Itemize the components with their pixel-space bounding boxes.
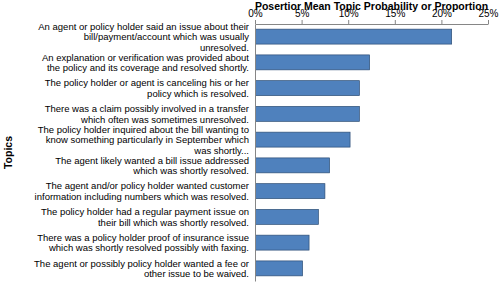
y-tick-label: There was a policy holder proof of insur… — [37, 232, 249, 254]
y-axis: An agent or policy holder said an issue … — [34, 21, 255, 282]
bar — [255, 106, 359, 121]
y-tick-label-line: An explanation or verification was provi… — [42, 52, 249, 63]
y-tick: The agent or possibly policy holder want… — [34, 258, 255, 280]
y-tick-label-line: other issue to be waived. — [144, 268, 249, 279]
y-tick: The policy holder inquired about the bil… — [38, 124, 255, 156]
y-tick-label: The policy holder or agent is canceling … — [45, 77, 249, 99]
plot: 0%5%10%15%20%25%An agent or policy holde… — [34, 8, 499, 282]
y-tick-label-line: The agent or possibly policy holder want… — [34, 258, 249, 269]
bar — [255, 235, 309, 250]
y-tick-label-line: The policy holder had a regular payment … — [41, 206, 249, 217]
x-tick-mark — [395, 20, 396, 24]
bar — [255, 55, 370, 70]
y-tick: An explanation or verification was provi… — [42, 52, 255, 73]
y-tick: The policy holder had a regular payment … — [41, 206, 255, 228]
bar — [255, 158, 330, 173]
bar — [255, 132, 350, 147]
y-tick: The agent likely wanted a bill issue add… — [55, 155, 255, 177]
y-tick-label: There was a claim possibly involved in a… — [45, 103, 249, 125]
y-tick: There was a claim possibly involved in a… — [45, 103, 255, 125]
x-tick-mark — [348, 20, 349, 24]
y-tick-label-line: The agent likely wanted a bill issue add… — [55, 155, 249, 166]
y-tick-label: The policy holder had a regular payment … — [41, 206, 249, 228]
y-axis-title: Topics — [2, 136, 14, 169]
y-tick-label-line: know something particularly in September… — [46, 134, 249, 145]
y-tick-label-line: The agent and/or policy holder wanted cu… — [46, 180, 249, 191]
chart: 0%5%10%15%20%25%An agent or policy holde… — [0, 0, 500, 287]
y-tick-label: An explanation or verification was provi… — [42, 52, 249, 73]
bar — [255, 29, 452, 44]
y-tick: There was a policy holder proof of insur… — [37, 232, 255, 254]
y-tick: An agent or policy holder said an issue … — [38, 21, 255, 53]
y-tick-label-line: policy which is resolved. — [147, 88, 249, 99]
bar — [255, 81, 359, 96]
y-tick-label-line: their bill which was shortly resolved. — [98, 217, 249, 228]
y-tick-label: An agent or policy holder said an issue … — [38, 21, 249, 53]
y-tick-label-line: An agent or policy holder said an issue … — [38, 21, 249, 32]
bar — [255, 184, 325, 199]
x-tick-mark — [255, 20, 256, 24]
chart-title: Posertior Mean Topic Probability or Prop… — [255, 0, 488, 12]
x-axis-line — [256, 24, 489, 25]
bar — [255, 209, 318, 224]
y-tick-label: The agent or possibly policy holder want… — [34, 258, 249, 280]
y-tick-label-line: There was a policy holder proof of insur… — [37, 232, 249, 243]
y-tick-label: The agent likely wanted a bill issue add… — [55, 155, 249, 177]
y-tick-label-line: bill/payment/account which was usually — [84, 31, 250, 42]
y-tick: The agent and/or policy holder wanted cu… — [35, 180, 255, 202]
x-tick-mark — [488, 20, 489, 24]
x-tick-mark — [302, 20, 303, 24]
bar — [255, 261, 303, 276]
y-axis-line — [255, 25, 256, 282]
y-tick-label-line: The policy holder inquired about the bil… — [38, 124, 249, 135]
y-tick-label-line: The policy holder or agent is canceling … — [45, 77, 249, 88]
y-tick: The policy holder or agent is canceling … — [45, 77, 255, 99]
x-tick-mark — [441, 20, 442, 24]
y-tick-label-line: which was shortly resolved. — [132, 165, 249, 176]
y-tick-label-line: which was shortly resolved possibly with… — [48, 242, 249, 253]
bars — [255, 29, 452, 276]
y-tick-label-line: the policy and its coverage and resolved… — [47, 62, 249, 73]
y-tick-label-line: There was a claim possibly involved in a… — [45, 103, 249, 114]
y-tick-label-line: information including numbers which was … — [35, 191, 249, 202]
y-tick-label: The agent and/or policy holder wanted cu… — [35, 180, 249, 202]
y-tick-label: The policy holder inquired about the bil… — [38, 124, 249, 156]
